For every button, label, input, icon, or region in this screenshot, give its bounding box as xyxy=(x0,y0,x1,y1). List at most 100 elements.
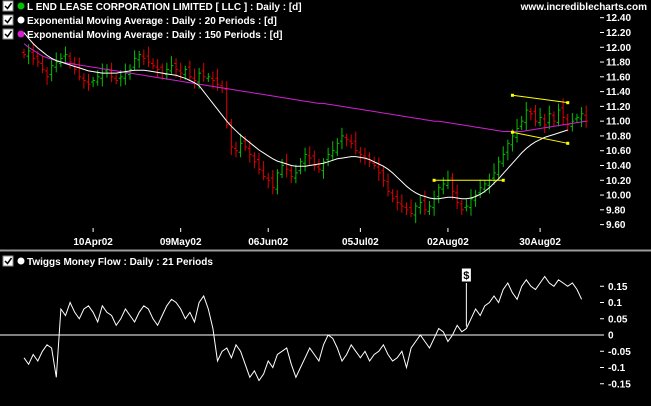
legend-ema20-text: Exponential Moving Average : Daily : 20 … xyxy=(27,16,277,27)
trendline-handle xyxy=(566,101,570,105)
price-bar xyxy=(542,113,547,133)
ema20-line xyxy=(23,32,568,200)
price-y-axis: 12.40 12.20 12.00 11.80 11.60 11.40 11.20 11.00… xyxy=(600,13,631,231)
price-tick-label: 10.00 xyxy=(606,191,631,202)
trendline xyxy=(510,130,570,145)
date-tick-label: 09May02 xyxy=(160,237,202,248)
price-tick-label: 11.40 xyxy=(606,87,631,98)
tmf-tick-label: 0.1 xyxy=(608,298,622,309)
legend-ema150-text: Exponential Moving Average : Daily : 150… xyxy=(27,30,282,41)
price-bar xyxy=(206,73,211,82)
price-bar xyxy=(335,138,340,156)
price-bar xyxy=(547,105,552,130)
price-bar xyxy=(381,165,386,187)
trendline-handle xyxy=(432,178,436,182)
price-bar xyxy=(570,113,575,132)
price-bar xyxy=(40,55,45,74)
price-bar xyxy=(289,165,294,184)
price-bar xyxy=(395,189,400,211)
price-bar xyxy=(266,172,271,189)
signal-label: $ xyxy=(463,270,469,282)
price-bar xyxy=(31,42,36,65)
price-bar xyxy=(358,147,363,163)
price-bar xyxy=(399,194,404,213)
price-bar xyxy=(455,184,460,210)
price-bar xyxy=(86,73,91,91)
price-bar xyxy=(201,62,206,82)
price-bar xyxy=(533,104,538,127)
price-tick-label: 11.20 xyxy=(606,102,631,113)
price-bar xyxy=(464,199,469,212)
price-tick-label: 10.80 xyxy=(606,131,631,142)
price-tick-label: 11.60 xyxy=(606,72,631,83)
tmf-tick-label: -0.15 xyxy=(608,379,631,390)
price-bar xyxy=(109,62,114,82)
price-bar xyxy=(49,59,54,82)
price-bar xyxy=(275,169,280,195)
price-bar xyxy=(252,152,257,169)
price-bar xyxy=(183,65,188,80)
legend-tmf-text: Twiggs Money Flow : Daily : 21 Periods xyxy=(27,257,213,268)
price-bar xyxy=(293,164,298,184)
tmf-line xyxy=(23,275,583,382)
price-bar xyxy=(127,64,132,80)
price-bar xyxy=(326,147,331,167)
trendline-handle xyxy=(510,93,514,97)
tmf-tick-label: -0.1 xyxy=(608,363,626,374)
tmf-tick-label: 0.05 xyxy=(608,314,628,325)
price-bar xyxy=(515,118,520,143)
trendline xyxy=(432,178,505,182)
legend-checkbox-ema150[interactable] xyxy=(2,28,14,40)
legend-dot-ema20 xyxy=(17,16,25,24)
price-bar xyxy=(22,48,26,59)
price-bar xyxy=(270,169,275,195)
legend-dot-tmf xyxy=(17,257,25,265)
price-bar xyxy=(418,195,423,215)
price-bar xyxy=(496,156,501,180)
date-tick-label: 05Jul02 xyxy=(342,237,379,248)
date-tick-label: 30Aug02 xyxy=(519,237,561,248)
price-bar xyxy=(247,140,252,163)
price-bar xyxy=(169,56,174,75)
signal-marker: $ xyxy=(460,267,472,327)
price-tick-label: 10.60 xyxy=(606,146,631,157)
price-bar xyxy=(339,127,344,150)
price-bar xyxy=(344,133,349,147)
price-bar xyxy=(233,141,238,158)
tmf-tick-label: -0.05 xyxy=(608,347,631,358)
price-tick-label: 11.80 xyxy=(606,58,631,69)
tmf-y-axis: 0.15 0.1 0.05 0 -0.05 -0.1 -0.15 xyxy=(600,282,631,390)
price-bar xyxy=(54,52,59,73)
price-bar xyxy=(303,147,308,172)
price-bar xyxy=(427,200,432,216)
price-bar xyxy=(174,58,179,78)
price-bar xyxy=(151,58,156,70)
price-bar xyxy=(556,103,561,127)
price-bar xyxy=(349,134,354,149)
tmf-tick-label: 0.15 xyxy=(608,282,628,293)
price-bar xyxy=(584,105,589,128)
price-bar xyxy=(492,163,497,185)
price-bar xyxy=(574,113,579,123)
price-bar xyxy=(321,158,326,179)
legend-checkbox-tmf[interactable] xyxy=(2,255,14,267)
price-bar xyxy=(141,49,146,65)
price-bar xyxy=(551,111,556,127)
trendline xyxy=(510,93,570,105)
legend-checkbox-ema20[interactable] xyxy=(2,14,14,26)
price-tick-label: 10.40 xyxy=(606,161,631,172)
price-bar xyxy=(579,107,584,128)
price-bar xyxy=(316,158,321,173)
price-bar xyxy=(68,52,73,69)
price-bar xyxy=(482,180,487,193)
tmf-legend: Twiggs Money Flow : Daily : 21 Periods xyxy=(2,255,213,268)
date-x-axis: 10Apr02 09May02 06Jun02 05Jul02 02Aug02 30Aug… xyxy=(73,228,561,248)
site-url[interactable]: www.incrediblecharts.com xyxy=(520,2,647,13)
legend-checkbox-price[interactable] xyxy=(2,0,14,12)
price-bar xyxy=(146,46,151,68)
signal-box xyxy=(460,267,472,283)
price-bar xyxy=(45,67,50,85)
price-bar xyxy=(413,202,418,224)
